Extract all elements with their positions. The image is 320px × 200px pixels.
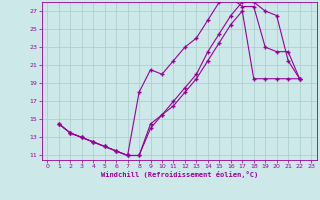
X-axis label: Windchill (Refroidissement éolien,°C): Windchill (Refroidissement éolien,°C)	[100, 171, 258, 178]
